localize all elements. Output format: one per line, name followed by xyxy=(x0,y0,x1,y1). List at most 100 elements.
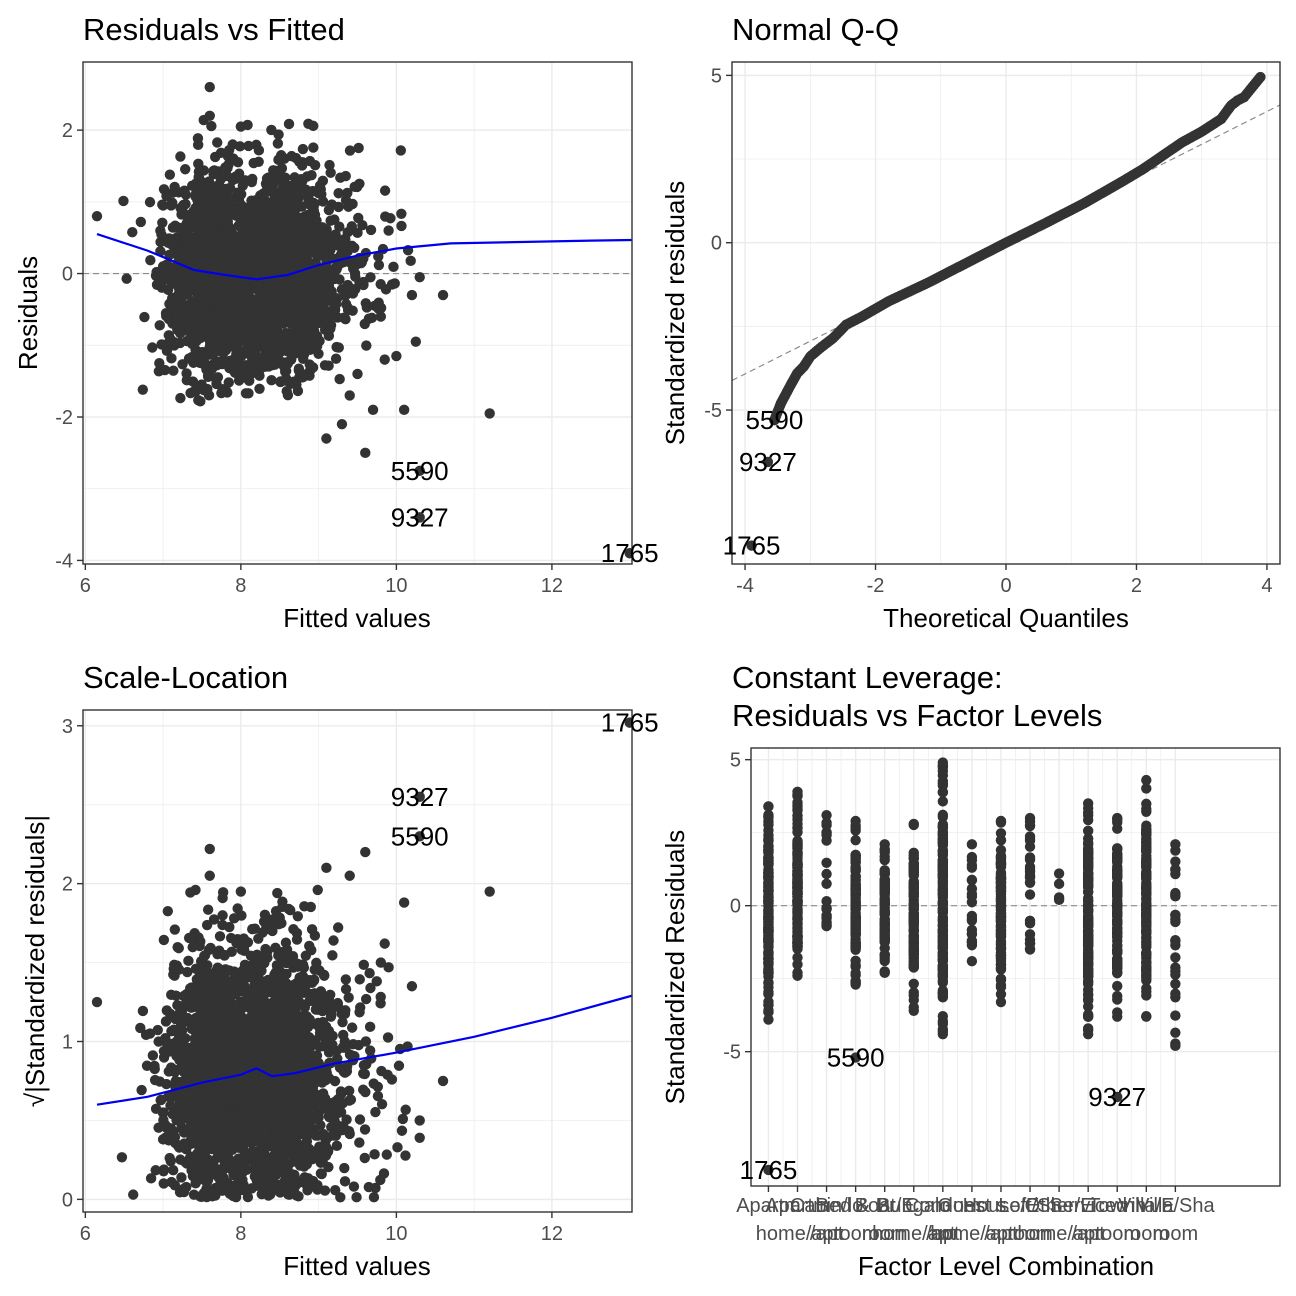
data-point xyxy=(195,307,206,318)
data-point xyxy=(312,884,323,896)
data-point xyxy=(190,884,201,896)
data-point xyxy=(275,1150,286,1162)
data-point xyxy=(154,320,165,331)
data-point xyxy=(223,377,234,388)
data-point xyxy=(211,231,223,243)
data-point xyxy=(195,1016,207,1028)
data-point xyxy=(206,977,217,988)
data-point xyxy=(277,200,289,211)
data-point xyxy=(214,307,225,318)
data-point xyxy=(332,922,344,933)
data-point xyxy=(299,241,311,253)
data-point xyxy=(139,311,150,323)
data-point xyxy=(269,1143,281,1154)
data-point xyxy=(237,242,249,253)
data-point xyxy=(298,302,309,313)
data-point xyxy=(243,140,254,152)
data-point xyxy=(169,924,181,935)
data-point xyxy=(375,311,387,322)
data-point xyxy=(198,165,210,176)
data-point xyxy=(343,201,354,212)
data-point xyxy=(192,982,204,994)
data-point xyxy=(250,309,262,321)
data-point xyxy=(344,390,355,401)
data-point xyxy=(283,903,294,915)
data-point xyxy=(323,204,335,216)
data-point xyxy=(334,274,345,285)
point-label-9327: 9327 xyxy=(391,502,449,532)
data-point xyxy=(309,930,321,941)
data-point xyxy=(262,1175,273,1187)
data-point xyxy=(253,366,264,378)
data-point xyxy=(154,357,165,369)
data-point xyxy=(285,1180,296,1192)
data-point xyxy=(272,305,284,316)
data-point xyxy=(266,207,278,218)
data-point xyxy=(246,351,257,363)
data-point xyxy=(327,297,339,308)
data-point xyxy=(282,1162,293,1173)
data-point xyxy=(198,1025,209,1036)
data-point xyxy=(216,241,228,253)
data-point xyxy=(214,1095,226,1107)
plot-frame xyxy=(82,61,633,565)
data-point xyxy=(137,1005,149,1017)
data-point xyxy=(196,267,207,279)
data-point xyxy=(203,258,215,269)
data-point xyxy=(192,197,204,209)
data-point xyxy=(187,941,198,953)
data-point xyxy=(323,360,334,371)
data-point xyxy=(254,1061,265,1073)
data-point xyxy=(170,302,182,314)
data-point xyxy=(330,353,342,364)
data-point xyxy=(286,150,297,162)
data-point xyxy=(269,165,280,177)
x-tick-label: -2 xyxy=(867,575,885,597)
y-tick-label: 0 xyxy=(62,264,73,286)
data-point xyxy=(277,182,289,193)
data-point xyxy=(339,1176,351,1187)
data-point xyxy=(144,1028,156,1039)
data-point xyxy=(181,374,193,386)
x-tick-label: -4 xyxy=(736,575,754,597)
data-point xyxy=(235,121,247,132)
data-point xyxy=(234,188,245,199)
data-point xyxy=(260,1009,271,1020)
data-point xyxy=(353,142,364,154)
data-point xyxy=(179,1141,191,1153)
data-point xyxy=(158,1166,169,1177)
data-point xyxy=(190,1001,201,1013)
data-point xyxy=(187,338,198,349)
data-point xyxy=(301,171,313,182)
data-point xyxy=(304,359,315,370)
data-point xyxy=(121,273,132,284)
data-point xyxy=(255,203,266,215)
data-point xyxy=(260,943,271,955)
data-point xyxy=(229,971,241,982)
data-point xyxy=(220,200,232,212)
data-point xyxy=(169,220,181,231)
data-point xyxy=(237,371,248,382)
data-point xyxy=(127,227,138,238)
data-point xyxy=(135,216,147,228)
data-point xyxy=(225,932,237,944)
data-point xyxy=(288,205,299,216)
data-point xyxy=(320,242,332,253)
data-point xyxy=(380,211,391,222)
data-point xyxy=(361,340,372,351)
data-point xyxy=(300,1092,311,1103)
data-point xyxy=(365,224,377,236)
data-point xyxy=(624,548,632,559)
data-point xyxy=(275,1123,287,1134)
data-point xyxy=(237,223,248,234)
data-point xyxy=(273,331,284,343)
data-point xyxy=(180,999,191,1010)
data-point xyxy=(228,328,239,339)
data-point xyxy=(247,222,258,233)
data-marks xyxy=(91,717,632,1203)
data-point xyxy=(181,209,192,221)
data-point xyxy=(219,277,230,288)
data-point xyxy=(187,232,198,243)
data-point xyxy=(258,265,269,277)
